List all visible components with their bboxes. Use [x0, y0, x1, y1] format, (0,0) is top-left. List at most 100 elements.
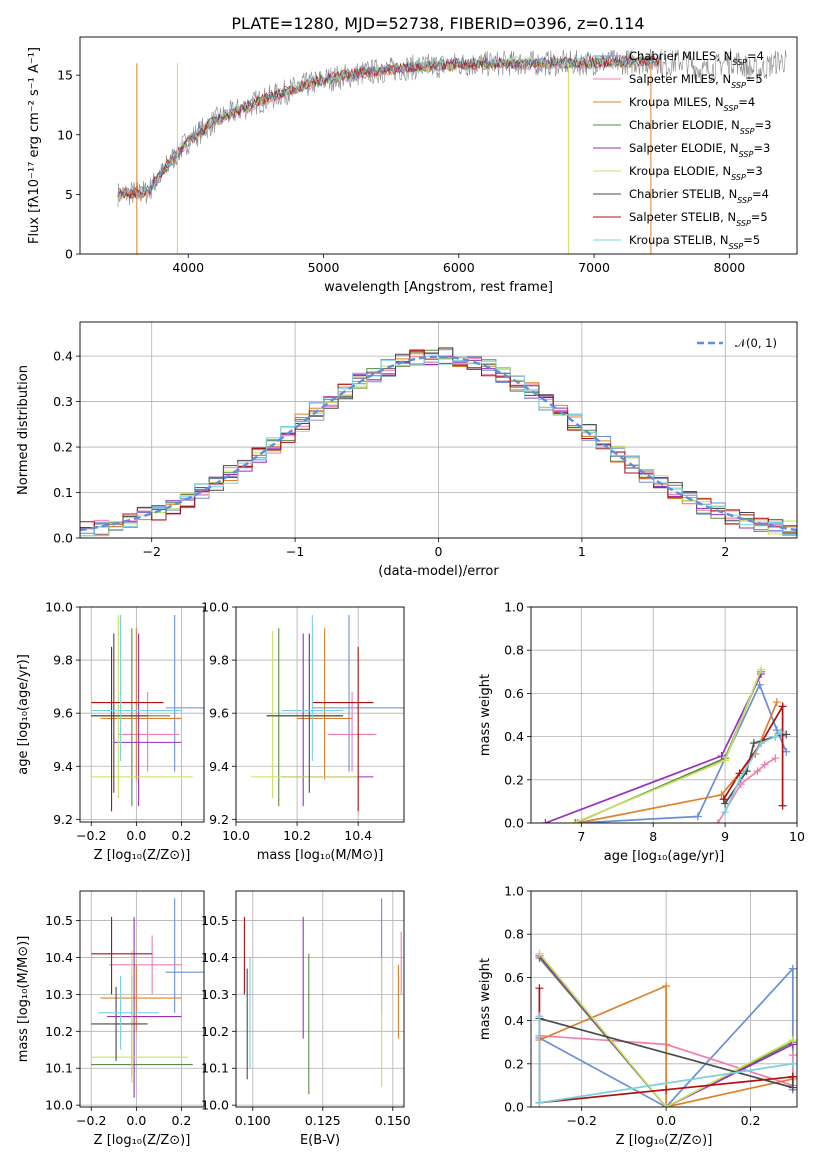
spectrum-ytick-label: 10 [57, 127, 73, 142]
spectrum-ylabel: Flux [fλ10⁻¹⁷ erg cm⁻² s⁻¹ A⁻¹] [27, 47, 42, 244]
mass-vs-ebv-ytick-label: 10.4 [201, 950, 229, 965]
spectrum-plot-area [117, 48, 787, 254]
mass-vs-z-ylabel: mass [log₁₀(M/M⊙)] [16, 936, 31, 1063]
weight-vs-age-data-point [719, 795, 728, 804]
mass-vs-ebv-ytick-label: 10.2 [201, 1024, 229, 1039]
mass-vs-z-ytick-label: 10.1 [45, 1061, 73, 1076]
spectrum-xtick-label: 4000 [172, 260, 204, 275]
figure-title: PLATE=1280, MJD=52738, FIBERID=0396, z=0… [231, 14, 644, 33]
weight-vs-z-xtick-label: 0.2 [741, 1113, 761, 1128]
weight-vs-age-xtick-label: 9 [721, 829, 729, 844]
weight-vs-age-data-point [573, 819, 582, 823]
mass-vs-z-xlabel: Z [log₁₀(Z/Z⊙)] [94, 1133, 191, 1148]
spectrum-xtick-label: 7000 [578, 260, 610, 275]
weight-vs-z-data-point [788, 1036, 797, 1045]
spectrum-xtick-label: 8000 [713, 260, 745, 275]
weight-vs-age-data-point [753, 767, 762, 776]
age-vs-mass-ytick-label: 9.8 [209, 653, 229, 668]
age-vs-z-ytick-label: 9.6 [53, 706, 73, 721]
weight-vs-z-panel [527, 890, 798, 1111]
mass-vs-z-ytick-label: 10.5 [45, 913, 73, 928]
mass-vs-z-ytick-label: 10.0 [45, 1098, 73, 1113]
spectrum-ytick-label: 0 [65, 247, 73, 262]
residuals-legend-entry: 𝒩(0, 1) [735, 336, 777, 350]
mass-vs-z-ytick-label: 10.4 [45, 950, 73, 965]
weight-vs-z-plot-area [535, 949, 797, 1107]
weight-vs-z-data-point [788, 1051, 797, 1060]
weight-vs-age-data-point [771, 754, 780, 763]
residuals-ytick-label: 0.3 [53, 394, 73, 409]
weight-vs-age-xlabel: age [log₁₀(age/yr)] [604, 849, 725, 864]
age-vs-mass-panel [232, 606, 405, 826]
weight-vs-age-panel [527, 606, 798, 827]
weight-vs-z-series-line [539, 984, 793, 1107]
age-vs-z-panel [76, 606, 205, 826]
weight-vs-age-ylabel: mass weight [478, 674, 493, 756]
spectrum-xtick-label: 5000 [308, 260, 340, 275]
weight-vs-age-xtick-label: 7 [577, 829, 585, 844]
mass-vs-z-plot-area [91, 898, 204, 1098]
weight-vs-age-data-point [693, 812, 702, 821]
residuals-xtick-label: 2 [721, 544, 729, 559]
age-vs-z-ylabel: age [log₁₀(age/yr)] [16, 654, 31, 775]
mass-vs-ebv-xtick-label: 0.150 [375, 1113, 411, 1128]
spectrum-legend-entry: Kroupa MILES, NSSP=4 [629, 95, 755, 113]
weight-vs-age-data-point [721, 799, 730, 808]
age-vs-mass-ytick-label: 10.0 [201, 600, 229, 615]
weight-vs-z-ytick-label: 1.0 [504, 884, 524, 899]
spectrum-frame [79, 36, 798, 255]
residuals-ytick-label: 0.1 [53, 485, 73, 500]
weight-vs-age-data-point [757, 665, 766, 674]
weight-vs-z-series-line [538, 955, 794, 1107]
weight-vs-z-data-point [535, 949, 544, 958]
weight-vs-age-ytick-label: 0.0 [504, 816, 524, 831]
weight-vs-z-frame [530, 890, 798, 1108]
mass-vs-z-xtick-label: 0.0 [126, 1113, 146, 1128]
residuals-xtick-label: 1 [578, 544, 586, 559]
weight-vs-age-data-point [760, 760, 769, 769]
weight-vs-z-series-line [538, 953, 794, 1107]
residuals-ytick-label: 0.0 [53, 531, 73, 546]
residuals-xtick-label: −2 [142, 544, 160, 559]
weight-vs-z-ytick-label: 0.6 [504, 970, 524, 985]
mass-vs-z-panel [76, 890, 205, 1111]
weight-vs-z-ylabel: mass weight [478, 958, 493, 1040]
mass-vs-z-ytick-label: 10.2 [45, 1024, 73, 1039]
weight-vs-age-data-point [782, 747, 791, 756]
residuals-ytick-label: 0.4 [53, 349, 73, 364]
age-vs-mass-plot-area [251, 614, 404, 812]
weight-vs-z-series-line [538, 966, 794, 1107]
spectrum-legend-entry: Chabrier STELIB, NSSP=4 [629, 187, 769, 205]
weight-vs-age-data-point [772, 698, 781, 707]
residuals-xtick-label: −1 [286, 544, 304, 559]
residuals-frame [79, 321, 798, 539]
weight-vs-age-data-point [717, 790, 726, 799]
age-vs-z-xtick-label: 0.2 [172, 828, 192, 843]
weight-vs-age-xtick-label: 10 [789, 829, 805, 844]
age-vs-z-xtick-label: −0.2 [76, 828, 106, 843]
weight-vs-age-data-point [541, 819, 550, 823]
weight-vs-age-data-point [717, 752, 726, 761]
weight-vs-age-data-point [757, 739, 766, 748]
spectrum-legend-entry: Chabrier ELODIE, NSSP=3 [629, 118, 771, 136]
weight-vs-z-data-point [788, 1059, 797, 1068]
weight-vs-z-ytick-label: 0.4 [504, 1013, 524, 1028]
age-vs-mass-frame [235, 606, 405, 823]
weight-vs-z-xtick-label: −0.2 [566, 1113, 596, 1128]
weight-vs-age-ytick-label: 0.6 [504, 686, 524, 701]
weight-vs-age-data-point [721, 756, 730, 765]
weight-vs-z-series-line [539, 1034, 794, 1087]
spectrum-legend-entry: Salpeter ELODIE, NSSP=3 [629, 141, 770, 159]
weight-vs-z-ytick-label: 0.8 [504, 927, 524, 942]
age-vs-mass-xtick-label: 10.4 [344, 828, 372, 843]
weight-vs-age-data-point [778, 702, 787, 711]
mass-vs-z-xtick-label: 0.2 [172, 1113, 192, 1128]
age-vs-z-ytick-label: 10.0 [45, 600, 73, 615]
spectrum-xtick-label: 6000 [443, 260, 475, 275]
spectrum-legend-entry: Chabrier MILES, NSSP=4 [629, 49, 764, 67]
weight-vs-z-data-point [662, 982, 671, 991]
weight-vs-age-data-point [749, 739, 758, 748]
residuals-panel [76, 321, 798, 542]
residuals-ylabel: Normed distribution [16, 365, 31, 495]
weight-vs-age-data-point [782, 730, 791, 739]
